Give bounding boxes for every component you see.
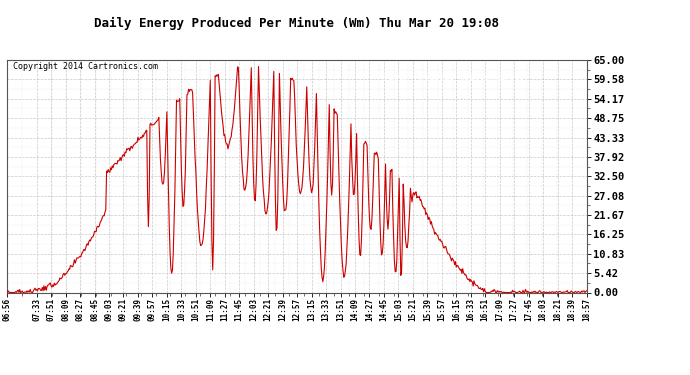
Text: Copyright 2014 Cartronics.com: Copyright 2014 Cartronics.com <box>12 62 158 71</box>
Text: Daily Energy Produced Per Minute (Wm) Thu Mar 20 19:08: Daily Energy Produced Per Minute (Wm) Th… <box>95 17 499 30</box>
